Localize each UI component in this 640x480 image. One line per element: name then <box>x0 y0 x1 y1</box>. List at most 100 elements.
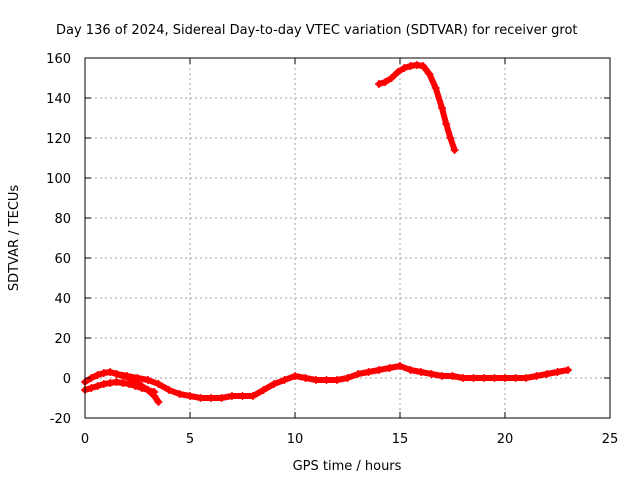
data-point <box>396 362 404 370</box>
data-point <box>106 368 115 376</box>
data-point <box>333 376 341 384</box>
data-point <box>406 366 415 374</box>
y-axis-label: SDTVAR / TECUs <box>7 185 22 292</box>
data-point <box>532 372 541 380</box>
data-point <box>238 392 247 400</box>
y-tick-label: 140 <box>46 92 71 107</box>
data-point <box>400 64 409 72</box>
data-point <box>564 366 572 374</box>
data-point <box>448 372 457 380</box>
data-point <box>354 370 362 378</box>
data-point <box>431 84 440 92</box>
data-point <box>144 386 152 394</box>
y-tick-label: -20 <box>50 412 71 427</box>
data-point <box>427 370 436 378</box>
x-tick-label: 5 <box>186 432 194 447</box>
data-point <box>99 380 108 388</box>
data-point <box>249 392 257 400</box>
data-point <box>480 374 488 382</box>
data-point <box>438 372 446 380</box>
data-point <box>419 62 428 70</box>
data-point <box>553 368 562 376</box>
x-tick-label: 20 <box>497 432 514 447</box>
data-point <box>406 62 415 70</box>
data-point <box>322 376 331 384</box>
y-tick-label: 80 <box>54 212 71 227</box>
data-point <box>543 370 551 378</box>
series-arc-b <box>81 378 159 396</box>
y-tick-label: 0 <box>63 372 71 387</box>
y-tick-label: 40 <box>54 292 71 307</box>
x-tick-label: 10 <box>287 432 304 447</box>
x-tick-label: 15 <box>392 432 409 447</box>
x-tick-label: 0 <box>81 432 89 447</box>
data-point <box>133 374 142 382</box>
data-point <box>375 366 383 374</box>
x-axis-label: GPS time / hours <box>293 459 402 474</box>
data-point <box>165 386 173 394</box>
axis-ticks <box>84 57 611 419</box>
data-point <box>450 146 459 154</box>
series-trace <box>113 363 571 401</box>
series-main <box>112 362 572 402</box>
data-point <box>106 379 115 387</box>
data-point <box>175 390 184 398</box>
data-point <box>154 398 163 406</box>
data-point <box>425 70 434 78</box>
data-point <box>375 80 383 88</box>
data-point <box>144 376 152 384</box>
data-point <box>446 134 455 142</box>
data-point <box>87 384 96 392</box>
data-point <box>93 382 102 390</box>
data-point <box>154 380 163 388</box>
data-point <box>490 374 499 382</box>
data-point <box>469 374 478 382</box>
data-point <box>150 388 159 396</box>
y-tick-label: 120 <box>46 132 71 147</box>
data-point <box>270 380 278 388</box>
data-point <box>438 104 446 112</box>
data-point <box>387 74 396 82</box>
data-point <box>131 382 140 390</box>
data-point <box>343 374 352 382</box>
data-point <box>217 394 226 402</box>
data-point <box>417 368 425 376</box>
data-point <box>137 384 146 392</box>
y-tick-label: 60 <box>54 252 71 267</box>
data-point <box>112 370 121 378</box>
data-point <box>459 374 467 382</box>
data-point <box>125 380 134 388</box>
data-point <box>511 374 520 382</box>
data-point <box>381 78 390 86</box>
data-point <box>99 369 108 377</box>
data-point <box>501 374 509 382</box>
data-point <box>207 394 215 402</box>
data-point <box>393 68 402 76</box>
data-point <box>364 368 373 376</box>
y-tick-label: 160 <box>46 52 71 67</box>
tick-labels: 0 5 10 15 20 25 -20 0 20 40 60 80 100 120 140 160 <box>46 52 618 447</box>
data-point <box>385 364 394 372</box>
y-tick-label: 20 <box>54 332 71 347</box>
data-point <box>186 392 194 400</box>
data-point <box>280 376 289 384</box>
data-point <box>301 374 310 382</box>
y-tick-label: 100 <box>46 172 71 187</box>
grid-lines <box>85 58 610 418</box>
data-point <box>522 374 530 382</box>
data-point <box>442 120 451 128</box>
chart-title: Day 136 of 2024, Sidereal Day-to-day VTE… <box>56 23 578 38</box>
data-point <box>291 372 299 380</box>
data-point <box>412 61 421 69</box>
data-point <box>259 386 268 394</box>
data-point <box>93 371 102 379</box>
plot-frame <box>84 57 611 419</box>
series-arc-high <box>375 61 459 154</box>
data-point <box>123 372 131 380</box>
data-point <box>196 394 205 402</box>
x-tick-label: 25 <box>602 432 619 447</box>
data-point <box>118 379 127 387</box>
data-point <box>312 376 320 384</box>
data-point <box>112 378 121 386</box>
